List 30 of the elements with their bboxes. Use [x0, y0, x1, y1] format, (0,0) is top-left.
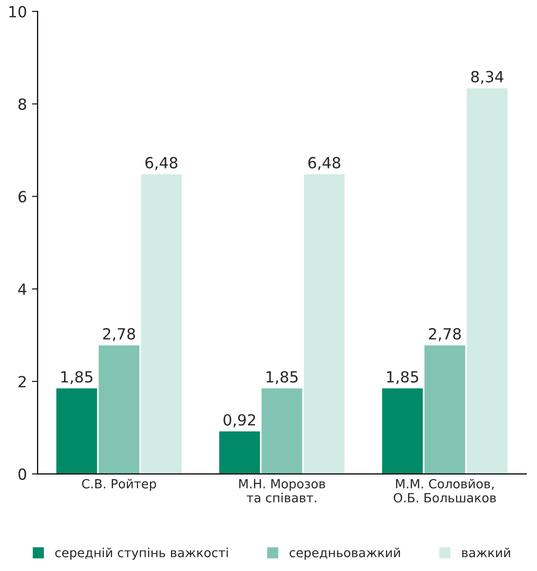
data-label: 8,34 [471, 70, 504, 84]
y-tick-label: 0 [18, 468, 26, 480]
data-label: 6,48 [145, 156, 178, 170]
x-tick-label: М.Н. Морозов та співавт. [239, 479, 326, 502]
bar [382, 388, 423, 474]
y-tick-label: 4 [18, 284, 26, 295]
y-tick-label: 2 [18, 376, 26, 388]
y-tick-label: 6 [18, 190, 26, 202]
bar [141, 174, 182, 474]
data-label: 1,85 [61, 371, 92, 384]
bar [56, 388, 98, 474]
data-label: 0,92 [224, 414, 256, 428]
y-tick-label: 8 [18, 98, 26, 110]
data-label: 2,78 [428, 328, 461, 342]
bar [219, 431, 260, 474]
bar [424, 345, 466, 474]
bar [466, 88, 508, 474]
data-label: 2,78 [103, 328, 135, 342]
legend-label: середньоважкий [290, 548, 400, 560]
legend-label: важкий [462, 548, 510, 558]
data-label: 1,85 [387, 371, 418, 384]
data-label: 1,85 [266, 371, 298, 384]
legend-label: середній ступінь важкості [55, 548, 228, 560]
data-label: 6,48 [308, 156, 340, 170]
bar [98, 345, 140, 474]
bar [262, 388, 302, 474]
y-tick-label: 10 [9, 6, 26, 18]
x-tick-label: С.В. Ройтер [82, 478, 156, 491]
bar [304, 174, 345, 474]
x-tick-label: М.М. Соловйов, О.Б. Большаков [394, 478, 496, 502]
